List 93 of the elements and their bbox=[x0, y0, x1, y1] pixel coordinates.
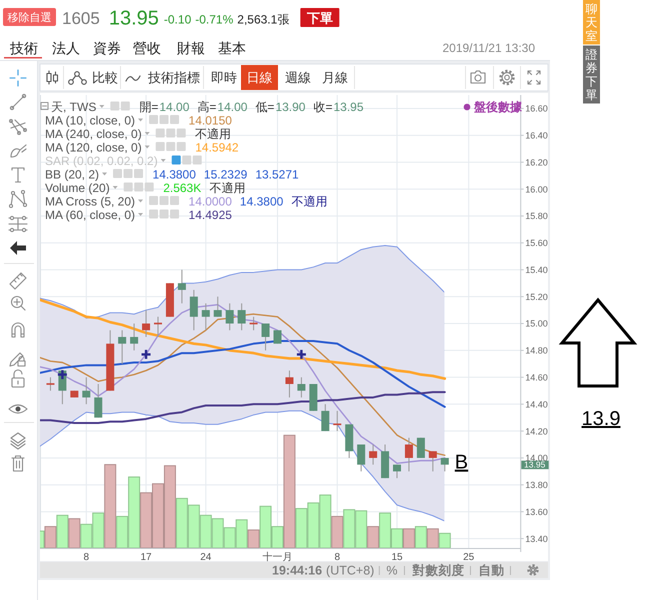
annotation: B bbox=[454, 452, 468, 474]
y-tick-label: 16.40 bbox=[525, 130, 548, 141]
bar bbox=[283, 434, 296, 548]
annotation: Volume (20) bbox=[45, 181, 110, 195]
y-tick-label: 16.00 bbox=[525, 184, 548, 194]
bar bbox=[248, 529, 260, 548]
line-series bbox=[40, 391, 446, 424]
annotation: 14.0000 bbox=[188, 194, 232, 208]
annotation: 14.00 bbox=[159, 100, 190, 114]
x-tick-label: 8 bbox=[334, 552, 340, 563]
text: 技術指標 bbox=[147, 70, 200, 85]
annotation: MA (120, close, 0) bbox=[45, 140, 142, 154]
annotation: 14.4925 bbox=[188, 208, 232, 222]
text: 資券 bbox=[93, 40, 121, 56]
y-tick-label: 13.80 bbox=[525, 480, 548, 490]
annotation: BB (20, 2) bbox=[45, 168, 100, 182]
x-tick-label: 24 bbox=[200, 552, 212, 563]
annotation: 14.5942 bbox=[195, 140, 239, 154]
y-tick-label: 15.00 bbox=[525, 318, 548, 329]
x-tick-label: 17 bbox=[140, 552, 152, 563]
x-tick-label: 十一月 bbox=[262, 551, 292, 563]
bar bbox=[68, 518, 80, 548]
text: 下單 bbox=[306, 10, 333, 26]
text: 月線 bbox=[322, 70, 348, 85]
y-tick-label: 15.20 bbox=[525, 292, 548, 302]
text: 1605 bbox=[62, 9, 100, 28]
annotation: 13.90 bbox=[275, 100, 306, 114]
bar bbox=[56, 514, 68, 548]
y-tick-label: 14.40 bbox=[525, 399, 548, 410]
text: 營收 bbox=[133, 40, 161, 56]
y-tick-label: 16.20 bbox=[525, 157, 548, 168]
bar bbox=[414, 526, 427, 548]
text: 法人 bbox=[52, 40, 80, 56]
bar bbox=[104, 464, 116, 548]
y-tick-label: 15.60 bbox=[525, 238, 548, 248]
text: 財報 bbox=[177, 40, 205, 56]
annotation: 高= bbox=[197, 100, 216, 114]
annotation: SAR (0.02, 0.02, 0.2) bbox=[45, 154, 158, 168]
text: 對數刻度 bbox=[411, 562, 464, 578]
text: 日線 bbox=[246, 70, 272, 85]
annotation: 2.563K bbox=[163, 181, 202, 195]
annotation: 不適用 bbox=[195, 127, 232, 141]
text: 週線 bbox=[285, 70, 311, 85]
annotation: MA (240, close, 0) bbox=[45, 127, 142, 141]
text: -0.71% bbox=[195, 12, 234, 26]
text: 即時 bbox=[211, 70, 237, 85]
text: 13.9 bbox=[582, 408, 620, 430]
annotation: MA (10, close, 0) bbox=[45, 114, 136, 128]
y-tick-label: 15.80 bbox=[525, 211, 548, 222]
annotation: 盤後數據 bbox=[473, 100, 523, 114]
y-tick-label: 14.80 bbox=[525, 346, 548, 356]
text: 2019/11/21 13:30 bbox=[442, 41, 536, 55]
text: 移除自選 bbox=[8, 12, 52, 24]
annotation: 收= bbox=[313, 100, 332, 114]
annotation: 低= bbox=[255, 100, 274, 114]
annotation: 14.3800 bbox=[240, 194, 284, 208]
annotation: 開= bbox=[139, 100, 158, 114]
text: 2,563.1張 bbox=[237, 12, 290, 26]
annotation: 14.00 bbox=[217, 100, 248, 114]
y-tick-label: 13.40 bbox=[525, 534, 548, 544]
annotation: 13.95 bbox=[333, 100, 364, 114]
x-tick-label: 8 bbox=[84, 552, 90, 563]
text: % bbox=[386, 564, 398, 578]
x-tick-label: 15 bbox=[391, 552, 403, 563]
bar bbox=[402, 528, 415, 548]
y-tick-label: 15.40 bbox=[525, 264, 548, 275]
text: 基本 bbox=[218, 40, 246, 56]
text: (UTC+8) bbox=[326, 564, 374, 578]
bar bbox=[367, 526, 380, 548]
y-tick-label: 16.60 bbox=[525, 104, 548, 114]
text: 技術 bbox=[9, 40, 38, 56]
bar bbox=[426, 528, 439, 548]
annotation: 不適用 bbox=[291, 194, 328, 208]
annotation: 13.5271 bbox=[255, 168, 300, 182]
text: 19:44:16 bbox=[272, 564, 322, 578]
line-series bbox=[40, 298, 446, 380]
annotation: 不適用 bbox=[209, 181, 246, 195]
annotation: 15.2329 bbox=[204, 168, 248, 182]
bar bbox=[438, 532, 451, 548]
annotation: MA (60, close, 0) bbox=[45, 208, 136, 222]
bar bbox=[331, 516, 344, 548]
y-tick-label: 14.60 bbox=[525, 372, 548, 382]
annotation: 天, TWS bbox=[51, 100, 96, 114]
text: 13.95 bbox=[108, 8, 159, 30]
y-tick-label: 13.60 bbox=[525, 506, 548, 517]
x-tick-label: 25 bbox=[463, 552, 475, 563]
text: 比較 bbox=[92, 70, 118, 85]
text: -0.10 bbox=[164, 12, 192, 26]
text: 自動 bbox=[478, 564, 504, 578]
annotation: 14.0150 bbox=[188, 114, 232, 128]
annotation: MA Cross (5, 20) bbox=[45, 194, 136, 208]
annotation: 14.3800 bbox=[152, 168, 196, 182]
y-tick-label: 14.20 bbox=[525, 426, 548, 436]
